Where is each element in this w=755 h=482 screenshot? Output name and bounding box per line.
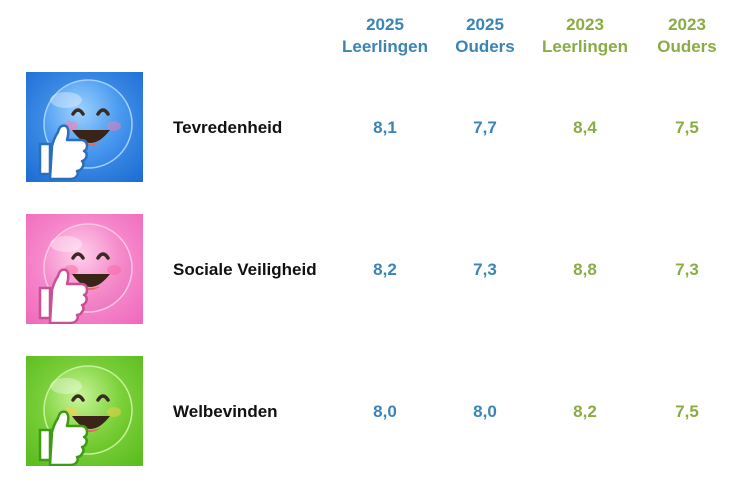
header-2025-leerlingen: 2025 Leerlingen xyxy=(325,14,445,58)
row-label: Tevredenheid xyxy=(173,118,283,137)
header-group: Leerlingen xyxy=(542,37,628,56)
value-2023-leerlingen: 8,8 xyxy=(573,260,597,279)
header-year: 2025 xyxy=(366,15,404,34)
row-label: Welbevinden xyxy=(173,402,278,421)
value-2023-leerlingen: 8,2 xyxy=(573,402,597,421)
header-2023-ouders: 2023 Ouders xyxy=(627,14,747,58)
header-year: 2023 xyxy=(668,15,706,34)
value-2023-ouders: 7,5 xyxy=(675,118,699,137)
blue-smiley-thumbs-up-icon xyxy=(26,72,143,182)
value-2023-ouders: 7,5 xyxy=(675,402,699,421)
header-group: Ouders xyxy=(455,37,515,56)
pink-smiley-thumbs-up-icon xyxy=(26,214,143,324)
value-2023-ouders: 7,3 xyxy=(675,260,699,279)
table-row-welbevinden: Welbevinden 8,0 8,0 8,2 7,5 xyxy=(0,356,755,468)
value-2025-leerlingen: 8,1 xyxy=(373,118,397,137)
table-row-tevredenheid: Tevredenheid 8,1 7,7 8,4 7,5 xyxy=(0,72,755,184)
value-2025-ouders: 7,3 xyxy=(473,260,497,279)
table-row-sociale-veiligheid: Sociale Veiligheid 8,2 7,3 8,8 7,3 xyxy=(0,214,755,326)
green-smiley-thumbs-up-icon xyxy=(26,356,143,466)
header-2023-leerlingen: 2023 Leerlingen xyxy=(525,14,645,58)
value-2023-leerlingen: 8,4 xyxy=(573,118,597,137)
value-2025-ouders: 8,0 xyxy=(473,402,497,421)
header-year: 2025 xyxy=(466,15,504,34)
header-group: Leerlingen xyxy=(342,37,428,56)
header-2025-ouders: 2025 Ouders xyxy=(425,14,545,58)
header-year: 2023 xyxy=(566,15,604,34)
row-label: Sociale Veiligheid xyxy=(173,260,317,279)
value-2025-leerlingen: 8,0 xyxy=(373,402,397,421)
header-group: Ouders xyxy=(657,37,717,56)
value-2025-ouders: 7,7 xyxy=(473,118,497,137)
value-2025-leerlingen: 8,2 xyxy=(373,260,397,279)
